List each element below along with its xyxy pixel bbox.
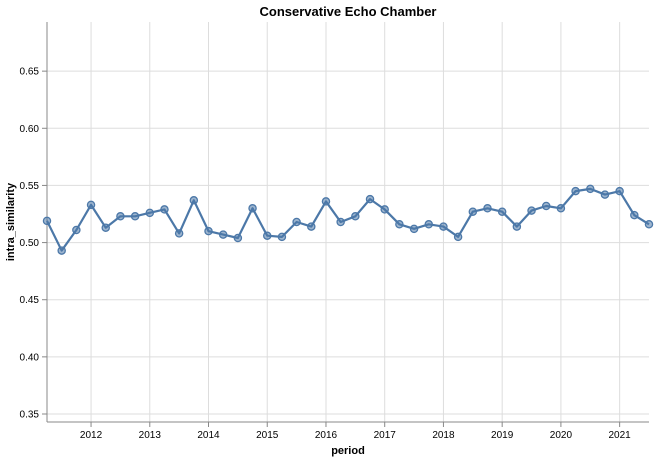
- data-point: [292, 217, 301, 227]
- x-tick-label: 2012: [80, 430, 103, 441]
- data-point: [351, 212, 360, 221]
- data-point: [233, 233, 243, 243]
- x-tick-label: 2018: [432, 430, 455, 441]
- data-point: [277, 232, 287, 242]
- data-point: [630, 210, 639, 220]
- axes: [46, 22, 649, 423]
- data-point: [571, 186, 580, 196]
- x-tick-label: 2020: [550, 430, 573, 441]
- data-point: [174, 229, 184, 238]
- y-axis-title: intra_similarity: [5, 182, 17, 261]
- data-point: [57, 246, 66, 255]
- data-point: [644, 220, 654, 229]
- data-point: [262, 231, 272, 240]
- x-tick-label: 2013: [139, 430, 162, 441]
- x-tick-label: 2015: [256, 430, 279, 441]
- data-point: [527, 206, 536, 215]
- data-point: [424, 220, 434, 229]
- x-axis-ticks: 2012 2013 2014 2015 2016 2017 2018 2019 2020 2021: [80, 422, 631, 441]
- data-point: [101, 223, 110, 232]
- x-axis-title: period: [331, 445, 365, 457]
- y-axis-ticks: 0.35 0.40 0.45 0.50 0.55 0.60 0.65: [20, 67, 47, 421]
- data-point: [468, 207, 478, 216]
- data-point: [409, 224, 419, 234]
- data-point: [395, 220, 404, 229]
- data-point: [218, 230, 228, 239]
- data-point: [556, 204, 566, 213]
- data-point: [204, 226, 213, 236]
- data-point: [497, 207, 507, 216]
- y-tick-label: 0.40: [20, 352, 40, 363]
- chart-title: Conservative Echo Chamber: [259, 4, 436, 19]
- data-points: [42, 184, 654, 255]
- data-point: [336, 217, 345, 227]
- x-tick-label: 2019: [491, 430, 514, 441]
- data-point: [189, 196, 199, 205]
- data-point: [600, 190, 610, 199]
- data-point: [439, 222, 448, 231]
- y-gridlines: [47, 70, 649, 415]
- x-tick-label: 2014: [197, 430, 220, 441]
- data-point: [130, 212, 140, 221]
- data-point: [160, 205, 169, 214]
- data-point: [615, 186, 624, 196]
- data-point: [541, 201, 551, 211]
- data-point: [453, 232, 463, 242]
- data-point: [380, 205, 389, 214]
- data-point: [72, 225, 81, 235]
- data-point: [512, 222, 522, 231]
- y-tick-label: 0.60: [20, 124, 40, 135]
- y-tick-label: 0.35: [20, 410, 40, 421]
- y-tick-label: 0.65: [20, 67, 40, 78]
- data-point: [145, 208, 155, 218]
- data-point: [586, 184, 595, 194]
- data-point: [86, 200, 96, 210]
- data-point: [42, 216, 52, 226]
- y-tick-label: 0.55: [20, 181, 40, 192]
- y-tick-label: 0.50: [20, 238, 40, 249]
- x-gridlines: [90, 22, 621, 422]
- data-point: [321, 197, 331, 206]
- x-tick-label: 2016: [315, 430, 338, 441]
- x-tick-label: 2017: [374, 430, 397, 441]
- data-point: [116, 212, 125, 221]
- data-point: [365, 194, 375, 204]
- y-tick-label: 0.45: [20, 295, 40, 306]
- x-tick-label: 2021: [609, 430, 632, 441]
- data-point: [483, 204, 492, 213]
- data-point: [248, 204, 257, 213]
- data-point: [307, 222, 316, 231]
